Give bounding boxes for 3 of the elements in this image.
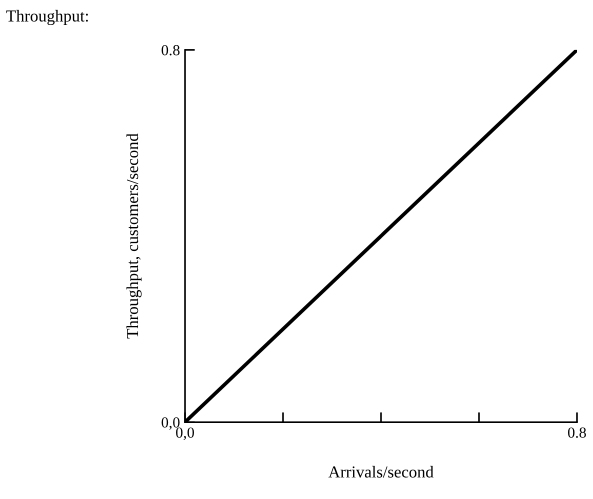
text: Throughput: bbox=[6, 10, 88, 26]
x-axis-title: Arrivals/second bbox=[328, 466, 434, 478]
y-axis-title: Throughput, customers/second bbox=[126, 133, 142, 338]
